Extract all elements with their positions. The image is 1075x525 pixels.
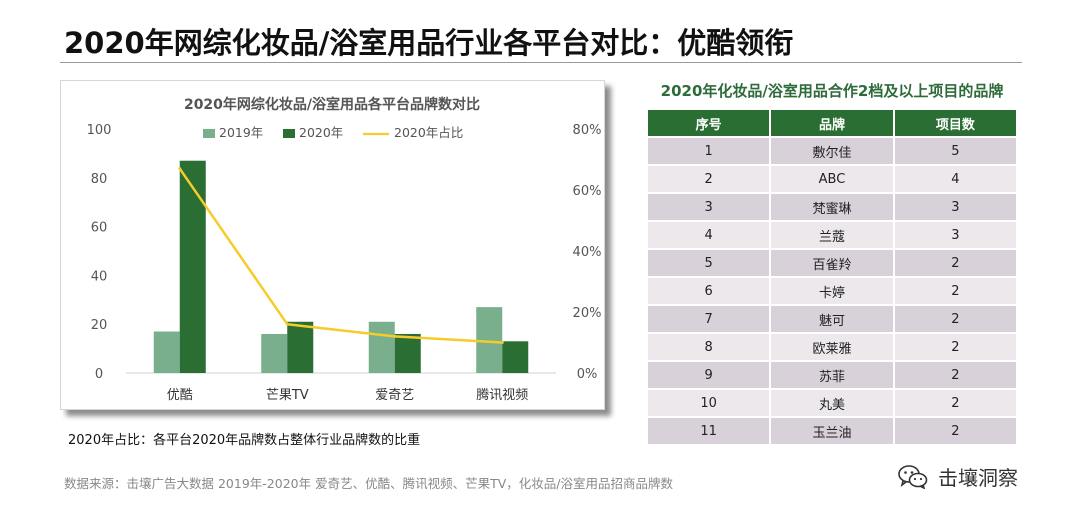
table-body: 1 敷尔佳 5 2 ABC 4 3 梵蜜琳 3 4 兰蔻 3 5 百雀羚 2 6 卡婷 2 7 魅可 2 8 欧莱雅 2 9 苏菲… (645, 136, 1019, 446)
table-cell: 苏菲 (769, 360, 895, 390)
bar (287, 321, 314, 373)
table-cell: 5 (892, 136, 1019, 166)
table-cell: 9 (645, 360, 772, 390)
table-cell: 敷尔佳 (769, 136, 895, 166)
y-right-tick-label: 60% (573, 184, 602, 199)
line-point (285, 322, 289, 326)
line-point (178, 167, 182, 171)
table-cell: 卡婷 (769, 276, 895, 306)
table-cell: 2 (892, 360, 1019, 390)
table-header-cell: 序号 (645, 108, 772, 138)
source-note: 数据来源：击壤广告大数据 2019年-2020年 爱奇艺、优酷、腾讯视频、芒果T… (64, 476, 673, 491)
x-tick-label: 优酷 (167, 388, 193, 403)
table-cell: 2 (645, 164, 772, 194)
x-tick-label: 爱奇艺 (375, 387, 414, 403)
wechat-icon (898, 464, 928, 489)
table-cell: 兰蔻 (769, 220, 895, 250)
y-right-tick-label: 80% (573, 123, 602, 138)
bar (368, 321, 395, 373)
table-cell: 梵蜜琳 (769, 192, 895, 222)
x-tick-label: 芒果TV (266, 387, 309, 403)
legend-label: 2019年 (219, 125, 263, 140)
table-header-cell: 项目数 (892, 108, 1019, 138)
table-row: 6 卡婷 2 (645, 276, 1019, 306)
table-row: 1 敷尔佳 5 (645, 136, 1019, 166)
legend-label: 2020年 (299, 125, 343, 140)
table-header-cell: 品牌 (769, 108, 895, 138)
table-row: 9 苏菲 2 (645, 360, 1019, 390)
table-cell: 丸美 (769, 388, 895, 418)
table-cell: ABC (769, 164, 895, 194)
brand-table: 序号 品牌 项目数 1 敷尔佳 5 2 ABC 4 3 梵蜜琳 3 4 兰蔻 3 5 百雀羚 2 6 卡婷 2 7 魅可 2… (645, 108, 1019, 446)
y-right-tick-label: 0% (577, 367, 598, 382)
table-row: 8 欧莱雅 2 (645, 332, 1019, 362)
table-row: 10 丸美 2 (645, 388, 1019, 418)
table-cell: 1 (645, 136, 772, 166)
table-cell: 6 (645, 276, 772, 306)
bar (261, 333, 288, 373)
y-right-tick-label: 20% (573, 306, 602, 321)
table-cell: 玉兰油 (769, 416, 895, 446)
table-cell: 8 (645, 332, 772, 362)
table-cell: 3 (892, 220, 1019, 250)
bar (153, 331, 180, 373)
y-left-tick-label: 20 (91, 318, 108, 333)
table-row: 2 ABC 4 (645, 164, 1019, 194)
line-point (500, 341, 504, 344)
table-cell: 2 (892, 248, 1019, 278)
table-row: 3 梵蜜琳 3 (645, 192, 1019, 222)
table-row: 4 兰蔻 3 (645, 220, 1019, 250)
bar (179, 160, 206, 373)
table-cell: 2 (892, 304, 1019, 334)
table-cell: 4 (892, 164, 1019, 194)
table-cell: 欧莱雅 (769, 332, 895, 362)
title-divider (60, 62, 1022, 63)
table-row: 11 玉兰油 2 (645, 416, 1019, 446)
table-cell: 10 (645, 388, 772, 418)
table-cell: 2 (892, 388, 1019, 418)
y-right-tick-label: 40% (573, 245, 602, 260)
line-series (178, 167, 503, 344)
table-header-row: 序号 品牌 项目数 (645, 108, 1019, 138)
legend-swatch (203, 129, 215, 138)
y-left-tick-label: 100 (87, 123, 112, 138)
chart-footnote: 2020年占比：各平台2020年品牌数占整体行业品牌数的比重 (68, 433, 421, 448)
table-cell: 2 (892, 276, 1019, 306)
y-left-tick-label: 60 (91, 221, 108, 236)
table-cell: 3 (645, 192, 772, 222)
table-cell: 3 (892, 192, 1019, 222)
table-cell: 11 (645, 416, 772, 446)
y-left-tick-label: 0 (95, 367, 103, 382)
table-cell: 魅可 (769, 304, 895, 334)
table-cell: 百雀羚 (769, 248, 895, 278)
bar (394, 333, 421, 373)
y-left-tick-label: 40 (91, 269, 108, 284)
table-cell: 2 (892, 416, 1019, 446)
table-cell: 7 (645, 304, 772, 334)
chart-title: 2020年网综化妆品/浴室用品各平台品牌数对比 (184, 96, 480, 113)
legend-swatch (283, 129, 295, 138)
brand-mark: 击壤洞察 (898, 462, 1018, 491)
line-point (393, 334, 397, 338)
table-cell: 4 (645, 220, 772, 250)
x-tick-label: 腾讯视频 (476, 387, 528, 403)
table-cell: 5 (645, 248, 772, 278)
chart-panel: 2020年网综化妆品/浴室用品各平台品牌数对比 2019年 2020年 2020年占比… (60, 80, 605, 410)
legend-label: 2020年占比 (394, 125, 463, 140)
bar (502, 341, 529, 373)
brand-mark-label: 击壤洞察 (938, 466, 1018, 490)
table-cell: 2 (892, 332, 1019, 362)
table-row: 5 百雀羚 2 (645, 248, 1019, 278)
table-row: 7 魅可 2 (645, 304, 1019, 334)
page-title: 2020年网综化妆品/浴室用品行业各平台对比：优酷领衔 (64, 26, 794, 60)
table-title: 2020年化妆品/浴室用品合作2档及以上项目的品牌 (660, 82, 1004, 100)
y-left-tick-label: 80 (91, 172, 108, 187)
platform-brand-chart: 2020年网综化妆品/浴室用品各平台品牌数对比 2019年 2020年 2020年占比… (87, 96, 602, 403)
